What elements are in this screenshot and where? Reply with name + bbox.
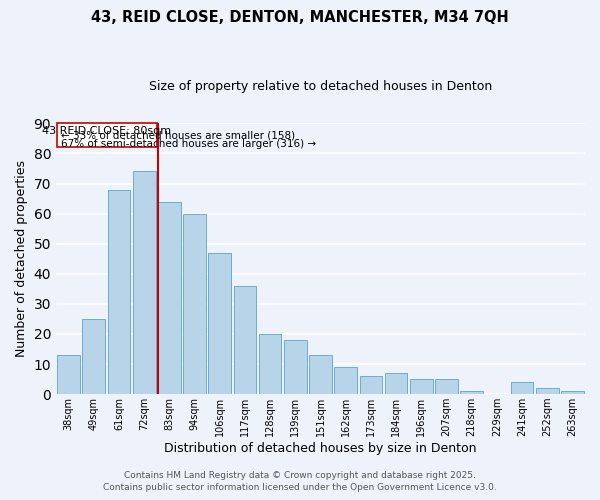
- Bar: [284, 340, 307, 394]
- Title: Size of property relative to detached houses in Denton: Size of property relative to detached ho…: [149, 80, 492, 93]
- Bar: [208, 252, 231, 394]
- Bar: [309, 355, 332, 394]
- Bar: [561, 391, 584, 394]
- Y-axis label: Number of detached properties: Number of detached properties: [15, 160, 28, 357]
- Bar: [334, 367, 357, 394]
- Bar: [82, 319, 105, 394]
- Bar: [435, 379, 458, 394]
- Bar: [259, 334, 281, 394]
- Bar: [536, 388, 559, 394]
- X-axis label: Distribution of detached houses by size in Denton: Distribution of detached houses by size …: [164, 442, 477, 455]
- Bar: [107, 190, 130, 394]
- Bar: [511, 382, 533, 394]
- FancyBboxPatch shape: [58, 124, 157, 148]
- Text: ← 33% of detached houses are smaller (158): ← 33% of detached houses are smaller (15…: [61, 131, 295, 141]
- Bar: [385, 373, 407, 394]
- Bar: [359, 376, 382, 394]
- Bar: [410, 379, 433, 394]
- Text: 43, REID CLOSE, DENTON, MANCHESTER, M34 7QH: 43, REID CLOSE, DENTON, MANCHESTER, M34 …: [91, 10, 509, 25]
- Bar: [233, 286, 256, 394]
- Bar: [183, 214, 206, 394]
- Bar: [460, 391, 483, 394]
- Text: 43 REID CLOSE: 80sqm: 43 REID CLOSE: 80sqm: [43, 126, 172, 136]
- Text: Contains HM Land Registry data © Crown copyright and database right 2025.
Contai: Contains HM Land Registry data © Crown c…: [103, 471, 497, 492]
- Bar: [58, 355, 80, 394]
- Bar: [133, 172, 155, 394]
- Text: 67% of semi-detached houses are larger (316) →: 67% of semi-detached houses are larger (…: [61, 139, 316, 149]
- Bar: [158, 202, 181, 394]
